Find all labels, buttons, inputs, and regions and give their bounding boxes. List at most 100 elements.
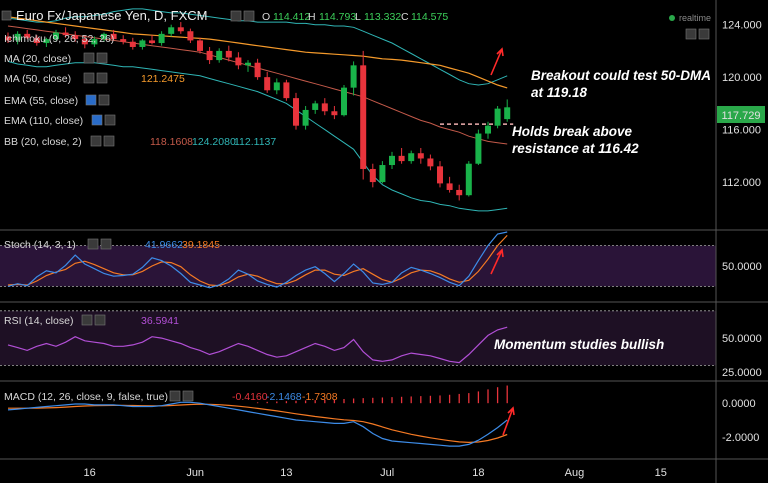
stoch-k-value: 41.9662	[145, 239, 183, 251]
close-value: 114.575	[411, 11, 448, 23]
candle	[139, 39, 146, 50]
candle	[475, 129, 482, 166]
annotation-holds-line2: resistance at 116.42	[512, 141, 639, 156]
realtime-label: realtime	[679, 13, 711, 23]
candle	[254, 58, 261, 80]
stoch-legend[interactable]: Stoch (14, 3, 1) 41.9662 39.1845	[4, 238, 220, 251]
bb-upper-value: 124.2080	[192, 136, 236, 148]
stoch-d-value: 39.1845	[182, 239, 220, 251]
rsi-legend[interactable]: RSI (14, close) 36.5941	[4, 314, 179, 327]
candle	[62, 27, 69, 38]
ema55-legend[interactable]: EMA (55, close)	[4, 94, 110, 107]
y-tick-label: 50.0000	[722, 333, 762, 345]
candle	[206, 46, 213, 65]
macd-line	[7, 401, 508, 447]
candle	[446, 176, 453, 193]
trend-arrow-icon	[502, 406, 515, 436]
candle	[5, 32, 11, 44]
macd-hist-value: -0.4160	[232, 391, 268, 403]
ma20-legend[interactable]: MA (20, close)	[4, 52, 108, 65]
y-tick-label: -2.0000	[722, 432, 759, 444]
scroll-arrows-icon[interactable]	[685, 28, 710, 40]
candle	[81, 35, 88, 49]
annotation-holds-line1: Holds break above	[512, 124, 633, 139]
candle	[408, 150, 415, 164]
open-value: 114.412	[273, 11, 310, 23]
y-tick-label: 116.000	[722, 125, 761, 137]
candle	[216, 48, 223, 63]
last-price-value: 117.729	[722, 110, 761, 122]
candle	[101, 32, 107, 42]
candle	[331, 106, 338, 120]
x-tick-label: 16	[83, 467, 95, 479]
macd-legend[interactable]: MACD (12, 26, close, 9, false, true) -0.…	[4, 390, 338, 403]
macd-line-value: -2.1468	[266, 391, 302, 403]
candle	[264, 71, 271, 93]
candle	[149, 35, 155, 45]
open-label: O	[262, 11, 270, 23]
rsi-band	[0, 310, 716, 366]
candle	[398, 147, 405, 164]
ma50-legend[interactable]: MA (50, close) 121.2475	[4, 72, 185, 85]
header-controls[interactable]	[230, 10, 255, 22]
last-price-badge: 117.729	[717, 106, 765, 123]
y-tick-label: 25.0000	[722, 367, 762, 379]
y-tick-label: 112.000	[722, 177, 761, 189]
ichimoku-label: Ichimoku (9, 26, 52, 26)	[4, 33, 114, 45]
candle	[283, 79, 290, 101]
rsi-line	[7, 326, 508, 364]
candle	[225, 45, 232, 62]
candle	[360, 50, 367, 180]
candle	[14, 31, 21, 45]
stoch-band	[0, 245, 716, 287]
y-tick-label: 120.000	[722, 72, 762, 84]
candle	[235, 52, 242, 70]
candle	[197, 37, 203, 54]
candle	[273, 78, 280, 95]
annotation-breakout-line2: at 119.18	[531, 85, 588, 100]
candle	[120, 35, 127, 45]
ema55-label: EMA (55, close)	[4, 95, 78, 107]
realtime-dot-icon	[669, 15, 675, 21]
bb-legend[interactable]: BB (20, close, 2) 118.1608 124.2080 112.…	[4, 135, 276, 148]
trend-arrow-icon	[490, 47, 504, 76]
candle	[369, 163, 376, 188]
ichimoku-legend[interactable]: Ichimoku (9, 26, 52, 26)	[4, 33, 114, 45]
ema110-legend[interactable]: EMA (110, close)	[4, 114, 116, 127]
bb-upper-line	[7, 8, 508, 86]
high-label: H	[308, 11, 316, 23]
annotation-momentum: Momentum studies bullish	[494, 337, 664, 352]
candle	[129, 37, 136, 50]
candle	[72, 31, 79, 42]
candle	[177, 22, 184, 34]
candle	[456, 184, 463, 201]
candle	[494, 106, 501, 129]
candle	[485, 121, 491, 139]
candle	[389, 151, 395, 169]
candle	[504, 99, 511, 122]
candle	[427, 154, 434, 171]
candle	[302, 106, 309, 130]
candle	[341, 85, 347, 117]
bb-label: BB (20, close, 2)	[4, 136, 82, 148]
ma50-value: 121.2475	[141, 73, 185, 85]
candle	[43, 37, 50, 47]
macd-signal-line	[8, 403, 508, 444]
chart-header: Euro Fx/Japanese Yen, D, FXCM O 114.412 …	[1, 8, 711, 40]
candle	[321, 98, 328, 116]
bb-basis-value: 118.1608	[150, 136, 193, 148]
candle	[33, 35, 40, 46]
low-label: L	[355, 11, 361, 23]
candle	[379, 161, 386, 184]
ma50-label: MA (50, close)	[4, 73, 71, 85]
stoch-k-line	[7, 231, 508, 289]
candle	[187, 28, 194, 44]
candle	[158, 31, 165, 46]
collapse-icon[interactable]	[1, 10, 12, 21]
candle	[312, 100, 319, 114]
rsi-label: RSI (14, close)	[4, 315, 73, 327]
candle	[465, 161, 472, 197]
x-tick-label: 13	[280, 467, 292, 479]
macd-label: MACD (12, 26, close, 9, false, true)	[4, 391, 168, 403]
